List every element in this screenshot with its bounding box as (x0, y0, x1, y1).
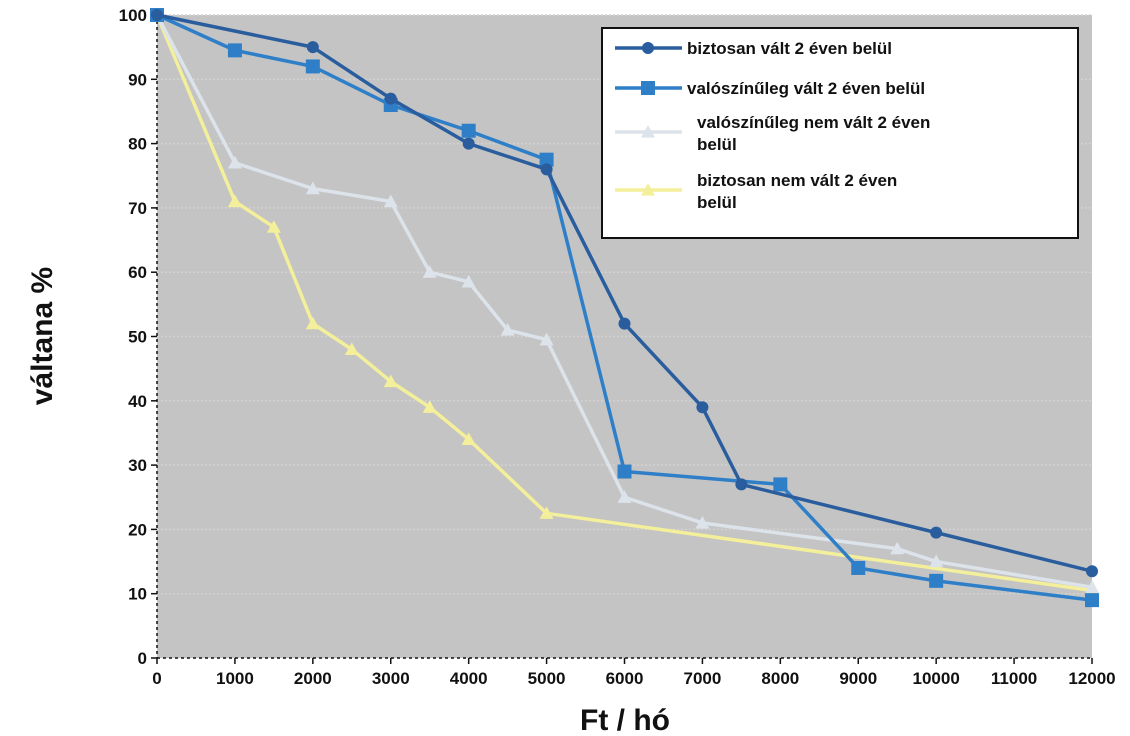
x-tick-label: 9000 (839, 669, 877, 688)
series-layer (150, 8, 1099, 608)
series-4-point (422, 400, 437, 413)
legend-swatch-marker (642, 42, 654, 54)
x-tick-label: 3000 (372, 669, 410, 688)
series-3-point (227, 155, 242, 169)
series-3-point (461, 274, 476, 288)
x-tick-label: 5000 (528, 669, 566, 688)
series-2-point (1085, 593, 1099, 608)
x-tick-label: 8000 (761, 669, 799, 688)
series-1-point (540, 163, 553, 176)
series-3 (150, 8, 1099, 593)
y-tick-label: 30 (128, 456, 147, 475)
y-tick-label: 40 (128, 392, 147, 411)
legend-swatch-marker (641, 183, 655, 196)
legend-label: valószínűleg nem vált 2 éven (697, 113, 930, 132)
x-tick-label: 7000 (684, 669, 722, 688)
y-tick-label: 100 (119, 6, 147, 25)
legend-entry-4: biztosan nem vált 2 éven belül (615, 171, 897, 212)
series-2-point (851, 560, 866, 575)
legend-label: biztosan nem vált 2 éven (697, 171, 897, 190)
series-3-point (383, 194, 398, 208)
series-4-point (266, 220, 281, 233)
series-1 (151, 9, 1098, 578)
y-tick-label: 20 (128, 520, 147, 539)
series-2-point (305, 59, 320, 74)
y-axis-title: váltana % (26, 267, 59, 405)
y-tick-label: 10 (128, 585, 147, 604)
series-3-point (929, 554, 944, 568)
x-tick-label: 10000 (913, 669, 960, 688)
legend-label: belül (697, 193, 737, 212)
x-tick-label: 12000 (1068, 669, 1115, 688)
series-3-point (539, 332, 554, 346)
series-1-point (151, 9, 163, 21)
series-1-point (462, 137, 475, 150)
series-4-point (344, 342, 359, 355)
series-3-point (695, 515, 710, 529)
series-2-point (773, 477, 788, 492)
y-tick-label: 90 (128, 70, 147, 89)
y-tick-label: 0 (138, 649, 147, 668)
x-axis: 0 1000 2000 3000 4000 5000 6000 7000 8000 9000 100… (152, 657, 1116, 688)
series-3-point (500, 323, 515, 336)
series-4-point (383, 374, 398, 388)
series-3-point (617, 490, 632, 503)
x-tick-label: 11000 (991, 669, 1037, 688)
series-4-point (539, 506, 554, 519)
legend-entry-1: biztosan vált 2 éven belül (615, 39, 892, 58)
series-1-point (696, 401, 709, 414)
series-4-point (461, 432, 476, 445)
series-2-point (929, 573, 944, 588)
x-tick-label: 4000 (450, 669, 488, 688)
series-4-point (227, 194, 242, 208)
legend-label: belül (697, 135, 737, 154)
series-2-point (617, 464, 632, 479)
x-tick-label: 0 (152, 669, 161, 688)
legend: biztosan vált 2 éven belül valószínűleg v… (601, 27, 1079, 239)
x-tick-label: 2000 (294, 669, 332, 688)
y-tick-label: 70 (128, 199, 147, 218)
legend-entry-2: valószínűleg vált 2 éven belül (615, 79, 925, 98)
series-3-point (1085, 580, 1099, 593)
x-tick-label: 6000 (606, 669, 644, 688)
series-2-point (461, 123, 476, 138)
y-tick-label: 80 (128, 135, 147, 154)
series-1-point (384, 92, 397, 105)
series-1-line (156, 13, 1093, 573)
series-3-point (305, 181, 320, 195)
series-3-point (422, 265, 437, 278)
series-1-point (618, 317, 631, 330)
series-4-line (155, 14, 1093, 593)
legend-label: valószínűleg vált 2 éven belül (687, 79, 925, 98)
y-tick-label: 60 (128, 263, 147, 282)
series-1-point (735, 478, 748, 491)
series-2-point (227, 43, 242, 58)
legend-label: biztosan vált 2 éven belül (687, 39, 892, 58)
y-tick-label: 50 (128, 328, 147, 347)
series-3-point (890, 541, 905, 555)
series-4-point (305, 316, 320, 330)
series-2-point (539, 152, 554, 167)
x-axis-title: Ft / hó (580, 704, 670, 736)
series-1-point (1086, 565, 1098, 578)
legend-swatch-marker (641, 125, 655, 138)
series-1-point (930, 526, 943, 539)
x-tick-label: 1000 (216, 669, 254, 688)
series-1-point (306, 41, 319, 54)
series-2 (150, 8, 1099, 608)
legend-swatch-marker (641, 81, 655, 95)
y-axis: 0 10 20 30 40 50 60 70 80 90 100 (119, 6, 158, 668)
legend-entry-3: valószínűleg nem vált 2 éven belül (615, 113, 930, 154)
